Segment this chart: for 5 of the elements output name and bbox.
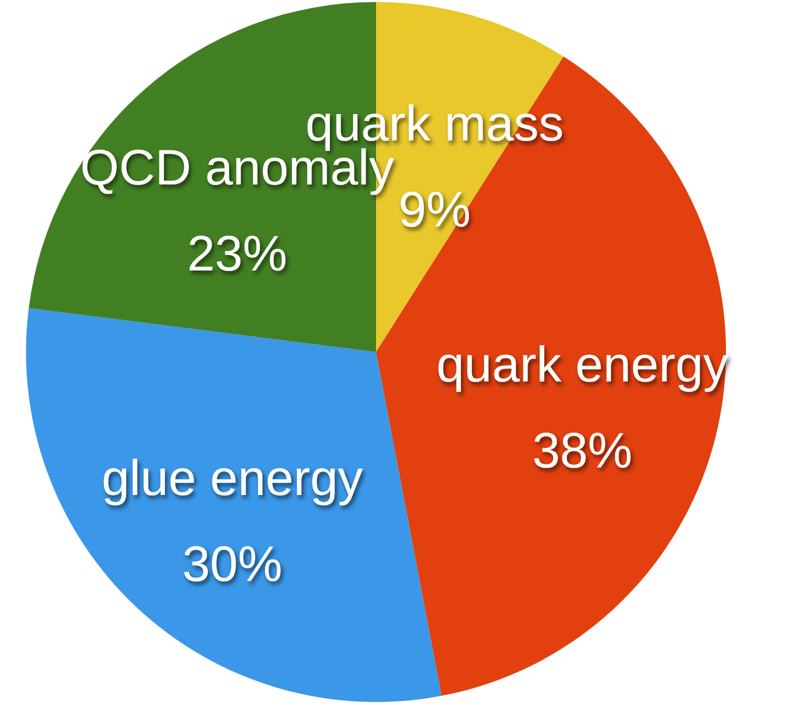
data-label: 9% <box>398 181 471 238</box>
data-label: 23% <box>187 225 288 282</box>
data-label: 30% <box>182 536 282 592</box>
slice-label: glue energy <box>102 450 363 506</box>
data-label: 38% <box>532 422 632 478</box>
